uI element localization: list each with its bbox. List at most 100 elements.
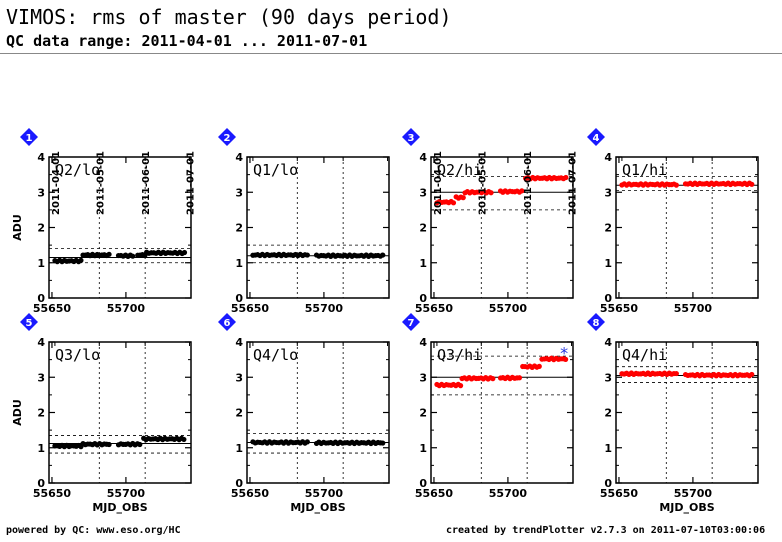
footer-generator: created by trendPlotter v2.7.3 on 2011-0…: [446, 525, 766, 536]
panel-label: Q1/lo: [253, 161, 298, 179]
panel-label: Q3/lo: [55, 346, 100, 364]
data-point: [536, 363, 542, 369]
y-tick-label: 3: [604, 371, 612, 384]
y-tick-label: 4: [235, 151, 243, 164]
panel-label: Q2/lo: [55, 161, 100, 179]
date-tick-label: 2011-07-01: [186, 151, 197, 215]
panel-number-badge: [587, 313, 605, 331]
data-point: [181, 436, 187, 443]
panel-number-badge: [20, 313, 38, 331]
y-tick-label: 1: [604, 257, 612, 270]
y-tick-label: 2: [235, 407, 243, 420]
panel-number-badge: [587, 128, 605, 146]
y-tick-label: 3: [419, 371, 427, 384]
y-tick-label: 1: [37, 442, 45, 455]
y-tick-label: 2: [604, 407, 612, 420]
x-tick-label: 55700: [489, 487, 528, 500]
y-tick-label: 4: [604, 151, 612, 164]
x-tick-label: 55700: [305, 487, 344, 500]
data-point: [457, 383, 464, 389]
y-tick-label: 1: [37, 257, 45, 270]
data-point: [304, 439, 310, 445]
panel-number: 3: [408, 133, 415, 144]
panel-label: Q1/hi: [622, 161, 667, 179]
y-tick-label: 2: [604, 222, 612, 235]
x-tick-label: 55700: [305, 302, 344, 315]
date-tick-label: 2011-06-01: [141, 151, 152, 215]
y-tick-label: 3: [235, 186, 243, 199]
x-tick-label: 55700: [674, 302, 713, 315]
date-tick-label: 2011-04-01: [51, 151, 62, 215]
panel-label: Q4/hi: [622, 346, 667, 364]
data-point: [516, 375, 523, 381]
date-tick-label: 2011-04-01: [433, 151, 444, 215]
x-tick-label: 55650: [415, 302, 454, 315]
panel-number: 1: [26, 133, 33, 144]
y-tick-label: 4: [604, 336, 612, 349]
y-tick-label: 4: [419, 151, 427, 164]
y-tick-label: 4: [37, 336, 45, 349]
y-tick-label: 3: [235, 371, 243, 384]
y-axis-label: ADU: [11, 399, 24, 426]
page-subtitle: QC data range: 2011-04-01 ... 2011-07-01: [6, 32, 368, 50]
y-tick-label: 0: [419, 477, 427, 490]
x-tick-label: 55650: [33, 302, 72, 315]
panel-number: 8: [593, 318, 600, 329]
y-tick-label: 0: [604, 477, 612, 490]
x-axis-label: MJD_OBS: [92, 501, 147, 514]
data-point: [519, 188, 525, 194]
y-tick-label: 4: [37, 151, 45, 164]
y-tick-label: 0: [604, 292, 612, 305]
panel-number-badge: [218, 313, 236, 331]
y-tick-label: 3: [37, 371, 45, 384]
panel-number-badge: [402, 128, 420, 146]
y-tick-label: 1: [419, 257, 427, 270]
panel-label: Q4/lo: [253, 346, 298, 364]
footer-credit: powered by QC: www.eso.org/HC: [6, 525, 181, 536]
y-axis-label: ADU: [11, 214, 24, 241]
x-tick-label: 55700: [107, 487, 146, 500]
data-point: [563, 356, 569, 362]
y-tick-label: 0: [235, 477, 243, 490]
y-tick-label: 1: [419, 442, 427, 455]
date-tick-label: 2011-05-01: [95, 151, 106, 215]
data-point: [749, 181, 755, 187]
date-tick-label: 2011-06-01: [523, 151, 534, 215]
data-point: [460, 195, 466, 201]
panel-label: Q3/hi: [437, 346, 482, 364]
data-point: [181, 249, 188, 256]
date-tick-label: 2011-05-01: [477, 151, 488, 215]
y-tick-label: 1: [604, 442, 612, 455]
x-tick-label: 55700: [107, 302, 146, 315]
y-tick-label: 3: [419, 186, 427, 199]
panel-number-badge: [218, 128, 236, 146]
y-tick-label: 2: [37, 222, 45, 235]
y-tick-label: 1: [235, 442, 243, 455]
data-point: [137, 441, 143, 448]
y-tick-label: 1: [235, 257, 243, 270]
data-point: [673, 370, 679, 377]
x-tick-label: 55650: [231, 302, 270, 315]
data-point: [106, 251, 112, 257]
data-point: [78, 257, 84, 264]
x-tick-label: 55700: [489, 302, 528, 315]
panel-number: 7: [408, 318, 415, 329]
x-tick-label: 55650: [600, 302, 639, 315]
y-tick-label: 0: [37, 477, 45, 490]
panel-number-badge: [402, 313, 420, 331]
x-axis-label: MJD_OBS: [290, 501, 345, 514]
page-title: VIMOS: rms of master (90 days period): [6, 5, 452, 29]
data-point: [106, 441, 112, 448]
y-tick-label: 4: [235, 336, 243, 349]
x-tick-label: 55650: [600, 487, 639, 500]
panel-label: Q2/hi: [437, 161, 482, 179]
x-tick-label: 55650: [231, 487, 270, 500]
data-point: [488, 190, 494, 196]
y-tick-label: 3: [604, 186, 612, 199]
title-divider: [0, 53, 782, 54]
y-tick-label: 3: [37, 186, 45, 199]
panel-number: 5: [26, 318, 33, 329]
y-tick-label: 2: [37, 407, 45, 420]
x-tick-label: 55700: [674, 487, 713, 500]
